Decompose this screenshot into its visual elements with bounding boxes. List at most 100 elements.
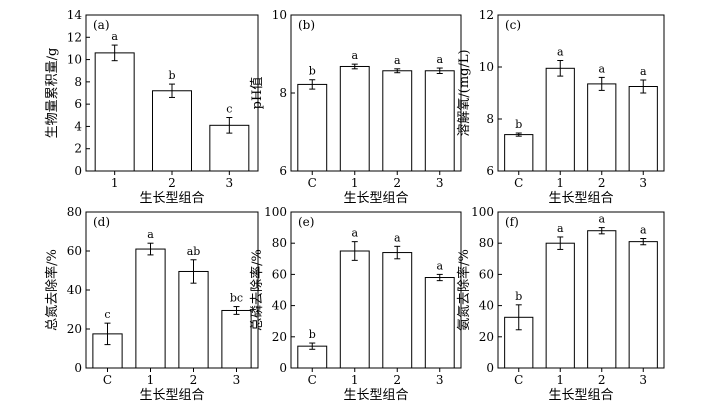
x-tick-label: 3 xyxy=(436,176,444,190)
x-axis-title: 生长型组合 xyxy=(139,388,204,401)
y-tick-label: 0 xyxy=(74,361,82,375)
x-tick-label: 1 xyxy=(147,373,155,387)
panel-label: (b) xyxy=(298,18,315,32)
y-tick-label: 60 xyxy=(272,267,287,281)
chart-panel: 6 8 10 b Ca 1 a 2 a 3 (b) 生长型组合 pH值 xyxy=(249,8,462,206)
y-tick-label: 12 xyxy=(67,30,82,44)
y-tick-label: 12 xyxy=(479,8,494,22)
y-tick-label: 4 xyxy=(74,119,82,133)
y-tick-label: 40 xyxy=(67,283,82,297)
y-axis-title: 溶解氧/(mg/L) xyxy=(457,49,472,136)
significance-label: bc xyxy=(230,292,243,305)
x-axis-title: 生长型组合 xyxy=(343,388,408,401)
x-tick-label: 3 xyxy=(226,176,234,190)
x-tick-label: 2 xyxy=(190,373,198,387)
chart-panel: 0 20 40 60 80 100 b Ca 1 a 2 a 3 (e) 生长型组合 总磷去除率/% xyxy=(249,205,462,401)
y-tick-label: 80 xyxy=(272,236,287,250)
x-axis-title: 生长型组合 xyxy=(548,191,613,206)
x-tick-label: 1 xyxy=(351,176,359,190)
significance-label: a xyxy=(640,65,647,78)
panel-label: (f) xyxy=(505,215,519,229)
y-axis-title: 总氮去除率/% xyxy=(44,249,60,331)
bar xyxy=(545,67,575,172)
significance-label: a xyxy=(598,213,605,226)
significance-label: a xyxy=(394,231,401,244)
panel-label: (e) xyxy=(298,215,314,229)
y-tick-label: 80 xyxy=(67,205,82,219)
significance-label: a xyxy=(436,53,443,66)
y-tick-label: 80 xyxy=(479,236,494,250)
significance-label: c xyxy=(226,103,232,116)
bar xyxy=(424,277,455,369)
x-tick-label: 2 xyxy=(598,373,606,387)
bar xyxy=(504,134,534,172)
y-tick-label: 100 xyxy=(471,205,494,219)
bar xyxy=(152,90,192,172)
x-tick-label: 3 xyxy=(436,373,444,387)
bar xyxy=(382,252,413,369)
bar xyxy=(382,70,413,172)
x-tick-label: 1 xyxy=(111,176,119,190)
chart-panel: 0 2 4 6 8 10 12 14 a 1 b 2 c 3 (a) 生长型组合 生物量累积量/g xyxy=(45,8,259,206)
significance-label: a xyxy=(557,46,564,59)
y-tick-label: 0 xyxy=(486,361,494,375)
x-tick-label: 3 xyxy=(639,176,647,190)
chart-panel: 6 8 10 12 b Ca 1 a 2 a 3 (c) 生长型组合 溶解氧/(mg/L) xyxy=(457,8,665,206)
x-tick-label: 2 xyxy=(598,176,606,190)
bar xyxy=(94,52,135,172)
chart-panel: 0 20 40 60 80 c Ca 1 ab 2 bc 3 (d) 生长型组合 总氮去除率/% xyxy=(44,205,259,401)
bar xyxy=(545,242,575,369)
x-tick-label: 2 xyxy=(393,373,401,387)
y-tick-label: 8 xyxy=(279,86,287,100)
significance-label: a xyxy=(351,49,358,62)
y-tick-label: 0 xyxy=(74,164,82,178)
x-tick-label: 2 xyxy=(168,176,176,190)
y-axis-title: 生物量累积量/g xyxy=(45,48,60,139)
significance-label: a xyxy=(351,227,358,240)
significance-label: b xyxy=(309,328,316,341)
panel-label: (a) xyxy=(93,18,110,32)
y-tick-label: 8 xyxy=(74,75,82,89)
y-tick-label: 10 xyxy=(479,60,494,74)
y-axis-title: pH值 xyxy=(249,77,265,110)
y-tick-label: 14 xyxy=(67,8,83,22)
bar xyxy=(135,248,166,369)
chart-panel: 0 20 40 60 80 100 b Ca 1 a 2 a 3 (f) 生长型组合 氨氮去除率/% xyxy=(456,205,665,401)
x-tick-label: 2 xyxy=(393,176,401,190)
y-tick-label: 40 xyxy=(479,299,494,313)
y-axis-title: 氨氮去除率/% xyxy=(456,249,472,331)
x-tick-label: C xyxy=(103,373,112,387)
y-tick-label: 6 xyxy=(74,97,82,111)
plot-frame xyxy=(497,14,665,172)
significance-label: a xyxy=(598,62,605,75)
x-tick-label: C xyxy=(308,176,317,190)
x-axis-title: 生长型组合 xyxy=(139,191,204,206)
plot-frame xyxy=(497,211,665,369)
y-tick-label: 20 xyxy=(479,330,494,344)
bar xyxy=(221,309,252,369)
significance-label: c xyxy=(104,308,110,321)
y-tick-label: 60 xyxy=(479,267,494,281)
significance-label: b xyxy=(168,69,175,82)
y-tick-label: 10 xyxy=(67,53,82,67)
bar xyxy=(628,241,658,369)
x-tick-label: C xyxy=(308,373,317,387)
y-tick-label: 40 xyxy=(272,299,287,313)
significance-label: b xyxy=(309,65,316,78)
x-tick-label: 3 xyxy=(639,373,647,387)
significance-label: a xyxy=(436,259,443,272)
x-tick-label: 1 xyxy=(556,373,564,387)
significance-label: ab xyxy=(187,245,201,258)
x-tick-label: 3 xyxy=(233,373,241,387)
bar xyxy=(339,65,370,172)
significance-label: a xyxy=(557,222,564,235)
significance-label: a xyxy=(640,224,647,237)
significance-label: a xyxy=(147,228,154,241)
bar xyxy=(297,83,328,172)
panel-label: (c) xyxy=(505,18,521,32)
y-tick-label: 6 xyxy=(279,164,287,178)
significance-label: b xyxy=(515,118,522,131)
y-tick-label: 2 xyxy=(74,142,82,156)
x-axis-title: 生长型组合 xyxy=(343,191,408,206)
